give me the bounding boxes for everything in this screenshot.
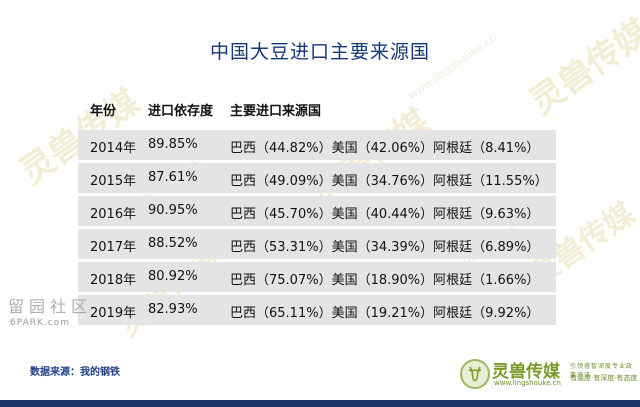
table-row: 2018年 80.92% 巴西（75.07%）美国（18.90%）阿根廷（1.6… [78,262,556,292]
cell-dependency: 90.95% [148,203,198,218]
cell-sources: 巴西（45.70%）美国（40.44%）阿根廷（9.63%） [230,207,540,222]
logo-tagline: 引领睿智深度专业政策资讯 [570,363,634,379]
cell-sources: 巴西（75.07%）美国（18.90%）阿根廷（1.66%） [230,273,540,288]
header-year: 年份 [90,104,117,119]
cell-dependency: 89.85% [148,137,198,152]
page-title: 中国大豆进口主要来源国 [209,41,430,63]
cell-year: 2014年 [90,141,137,156]
table-row: 2019年 82.93% 巴西（65.11%）美国（19.21%）阿根廷（9.9… [78,295,556,325]
cell-year: 2018年 [90,273,137,288]
logo-url: www.lingshouke.cn [494,379,561,387]
logo-slogan: 有温度·有深度·有态度 [570,374,638,382]
table-row: 2017年 88.52% 巴西（53.31%）美国（34.39%）阿根廷（6.8… [78,229,556,259]
footer-bar [0,400,640,407]
cell-sources: 巴西（53.31%）美国（34.39%）阿根廷（6.89%） [230,240,540,255]
header-dependency: 进口依存度 [148,104,214,119]
cell-year: 2015年 [90,174,137,189]
cell-year: 2019年 [90,306,137,321]
table-header: 年份 进口依存度 主要进口来源国 [0,100,640,122]
header-sources: 主要进口来源国 [230,104,322,119]
cell-sources: 巴西（65.11%）美国（19.21%）阿根廷（9.92%） [230,306,540,321]
cell-sources: 巴西（49.09%）美国（34.76%）阿根廷（11.55%） [230,174,548,189]
deer-icon [460,359,490,389]
cell-dependency: 87.61% [148,170,198,185]
cell-year: 2017年 [90,240,137,255]
cell-dependency: 80.92% [148,269,198,284]
data-source-note: 数据来源：我的钢铁 [30,367,120,378]
brand-logo: 灵兽传媒 www.lingshouke.cn 引领睿智深度专业政策资讯 有温度·… [458,355,638,397]
table-row: 2015年 87.61% 巴西（49.09%）美国（34.76%）阿根廷（11.… [78,163,556,193]
site-watermark: 留园社区 [8,297,93,316]
cell-dependency: 82.93% [148,302,198,317]
table-row: 2014年 89.85% 巴西（44.82%）美国（42.06%）阿根廷（8.4… [78,130,556,160]
logo-name: 灵兽传媒 [492,362,560,382]
cell-sources: 巴西（44.82%）美国（42.06%）阿根廷（8.41%） [230,141,540,156]
site-watermark-url: 6PARK.com [10,318,70,328]
cell-dependency: 88.52% [148,236,198,251]
cell-year: 2016年 [90,207,137,222]
table-row: 2016年 90.95% 巴西（45.70%）美国（40.44%）阿根廷（9.6… [78,196,556,226]
